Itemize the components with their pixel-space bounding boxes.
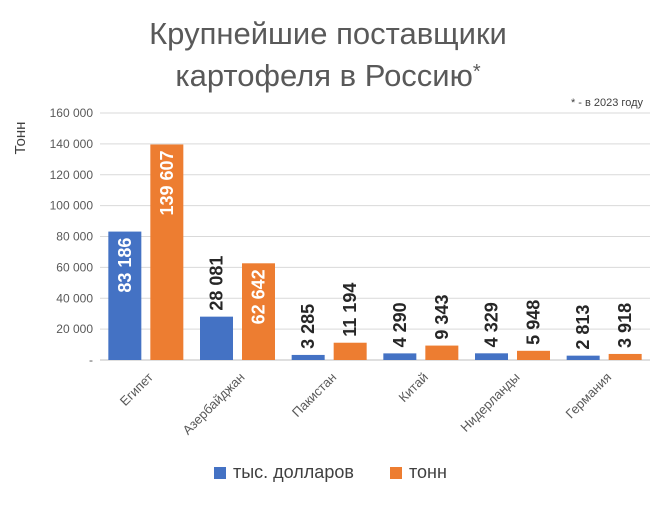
bar-tons [333,342,367,360]
x-tick-label: Нидерланды [457,370,522,435]
x-tick-label: Пакистан [289,370,339,420]
grid-lines [100,112,650,361]
bar-tons [150,144,184,360]
bar-tons [425,345,459,360]
bar-tons [608,353,642,360]
bar-usd [291,354,325,360]
y-tick-label: - [89,353,93,367]
y-tick-label: 60 000 [56,260,93,274]
data-label: 4 290 [390,302,410,347]
y-tick-label: 100 000 [50,199,94,213]
bar-usd [108,231,142,360]
bar-usd [566,355,600,360]
y-tick-label: 40 000 [56,291,93,305]
y-tick-label: 140 000 [50,137,94,151]
x-tick-label: Китай [395,370,430,405]
data-label: 83 186 [115,238,135,293]
legend-swatch [390,467,402,479]
chart-title-line2: картофеля в Россию* [175,58,481,93]
data-label: 28 081 [207,256,227,311]
chart-title-asterisk: * [473,61,481,83]
y-axis-label: Тонн [12,122,29,155]
chart-title-line1: Крупнейшие поставщики [149,16,507,51]
data-label: 2 813 [573,305,593,350]
bars [108,144,642,360]
legend: тыс. долларов тонн [214,462,447,482]
x-tick-label: Германия [562,370,614,422]
y-axis-ticks: - 20 000 40 000 60 000 80 000 100 000 120 000 1… [50,106,94,367]
data-label: 62 642 [249,269,269,324]
chart-title-line2-text: картофеля в Россию [175,58,473,93]
bar-usd [200,316,233,360]
x-tick-label: Египет [117,369,156,408]
data-label: 139 607 [157,150,177,215]
data-labels: 83 186 139 607 28 081 62 642 3 285 11 194 4 29… [115,150,635,349]
bar-tons [242,263,275,360]
y-tick-label: 80 000 [56,230,93,244]
y-tick-label: 20 000 [56,322,93,336]
legend-label: тыс. долларов [233,462,354,482]
data-label: 9 343 [432,295,452,340]
bar-usd [383,353,417,360]
bar-usd [475,353,508,360]
legend-label: тонн [409,462,447,482]
data-label: 11 194 [340,283,360,337]
y-tick-label: 120 000 [50,168,94,182]
chart-footnote: * - в 2023 году [571,97,644,109]
x-tick-label: Азербайджан [180,370,248,438]
bar-tons [517,350,550,360]
legend-swatch [214,467,226,479]
y-tick-label: 160 000 [50,106,94,120]
data-label: 4 329 [482,302,502,347]
x-axis-ticks: Египет Азербайджан Пакистан Китай Нидерланды… [117,369,615,437]
data-label: 5 948 [524,300,544,345]
data-label: 3 285 [298,304,318,349]
data-label: 3 918 [615,303,635,348]
